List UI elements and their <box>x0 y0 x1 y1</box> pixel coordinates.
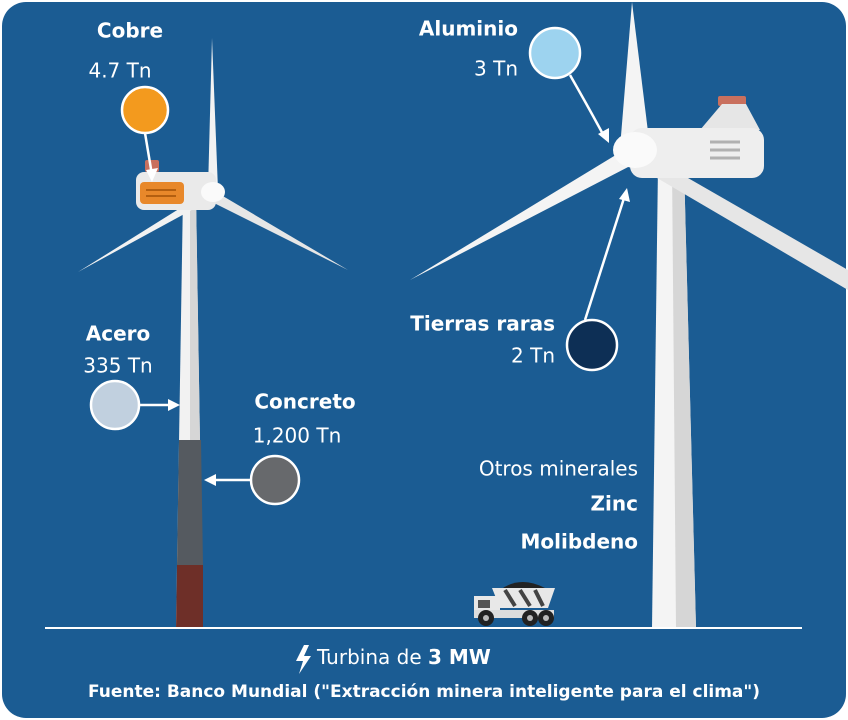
capacity-text: 3 MW <box>428 645 491 669</box>
copper-dot <box>122 87 168 133</box>
source-text: Fuente: Banco Mundial ("Extracción miner… <box>88 682 760 702</box>
footer-caption: Turbina de 3 MW <box>316 645 491 669</box>
material-amount: 1,200 Tn <box>253 424 342 448</box>
caption-text: Turbina de <box>316 645 422 669</box>
material-amount: 4.7 Tn <box>88 59 151 83</box>
material-amount: 3 Tn <box>474 57 518 81</box>
other-minerals-title: Otros minerales <box>479 457 638 481</box>
material-name: Concreto <box>254 390 355 414</box>
material-name: Tierras raras <box>410 312 555 336</box>
aluminum-dot <box>530 28 580 78</box>
material-name: Acero <box>86 322 151 346</box>
rare-earth-dot <box>567 320 617 370</box>
concrete-dot <box>251 456 299 504</box>
mineral-item: Molibdeno <box>520 530 638 554</box>
material-name: Cobre <box>97 19 163 43</box>
material-amount: 335 Tn <box>83 354 152 378</box>
infographic: Cobre 4.7 Tn Aluminio 3 Tn Acero 335 Tn … <box>0 0 848 720</box>
mineral-item: Zinc <box>591 492 638 516</box>
steel-dot <box>91 381 139 429</box>
material-name: Aluminio <box>419 17 518 41</box>
material-amount: 2 Tn <box>511 344 555 368</box>
